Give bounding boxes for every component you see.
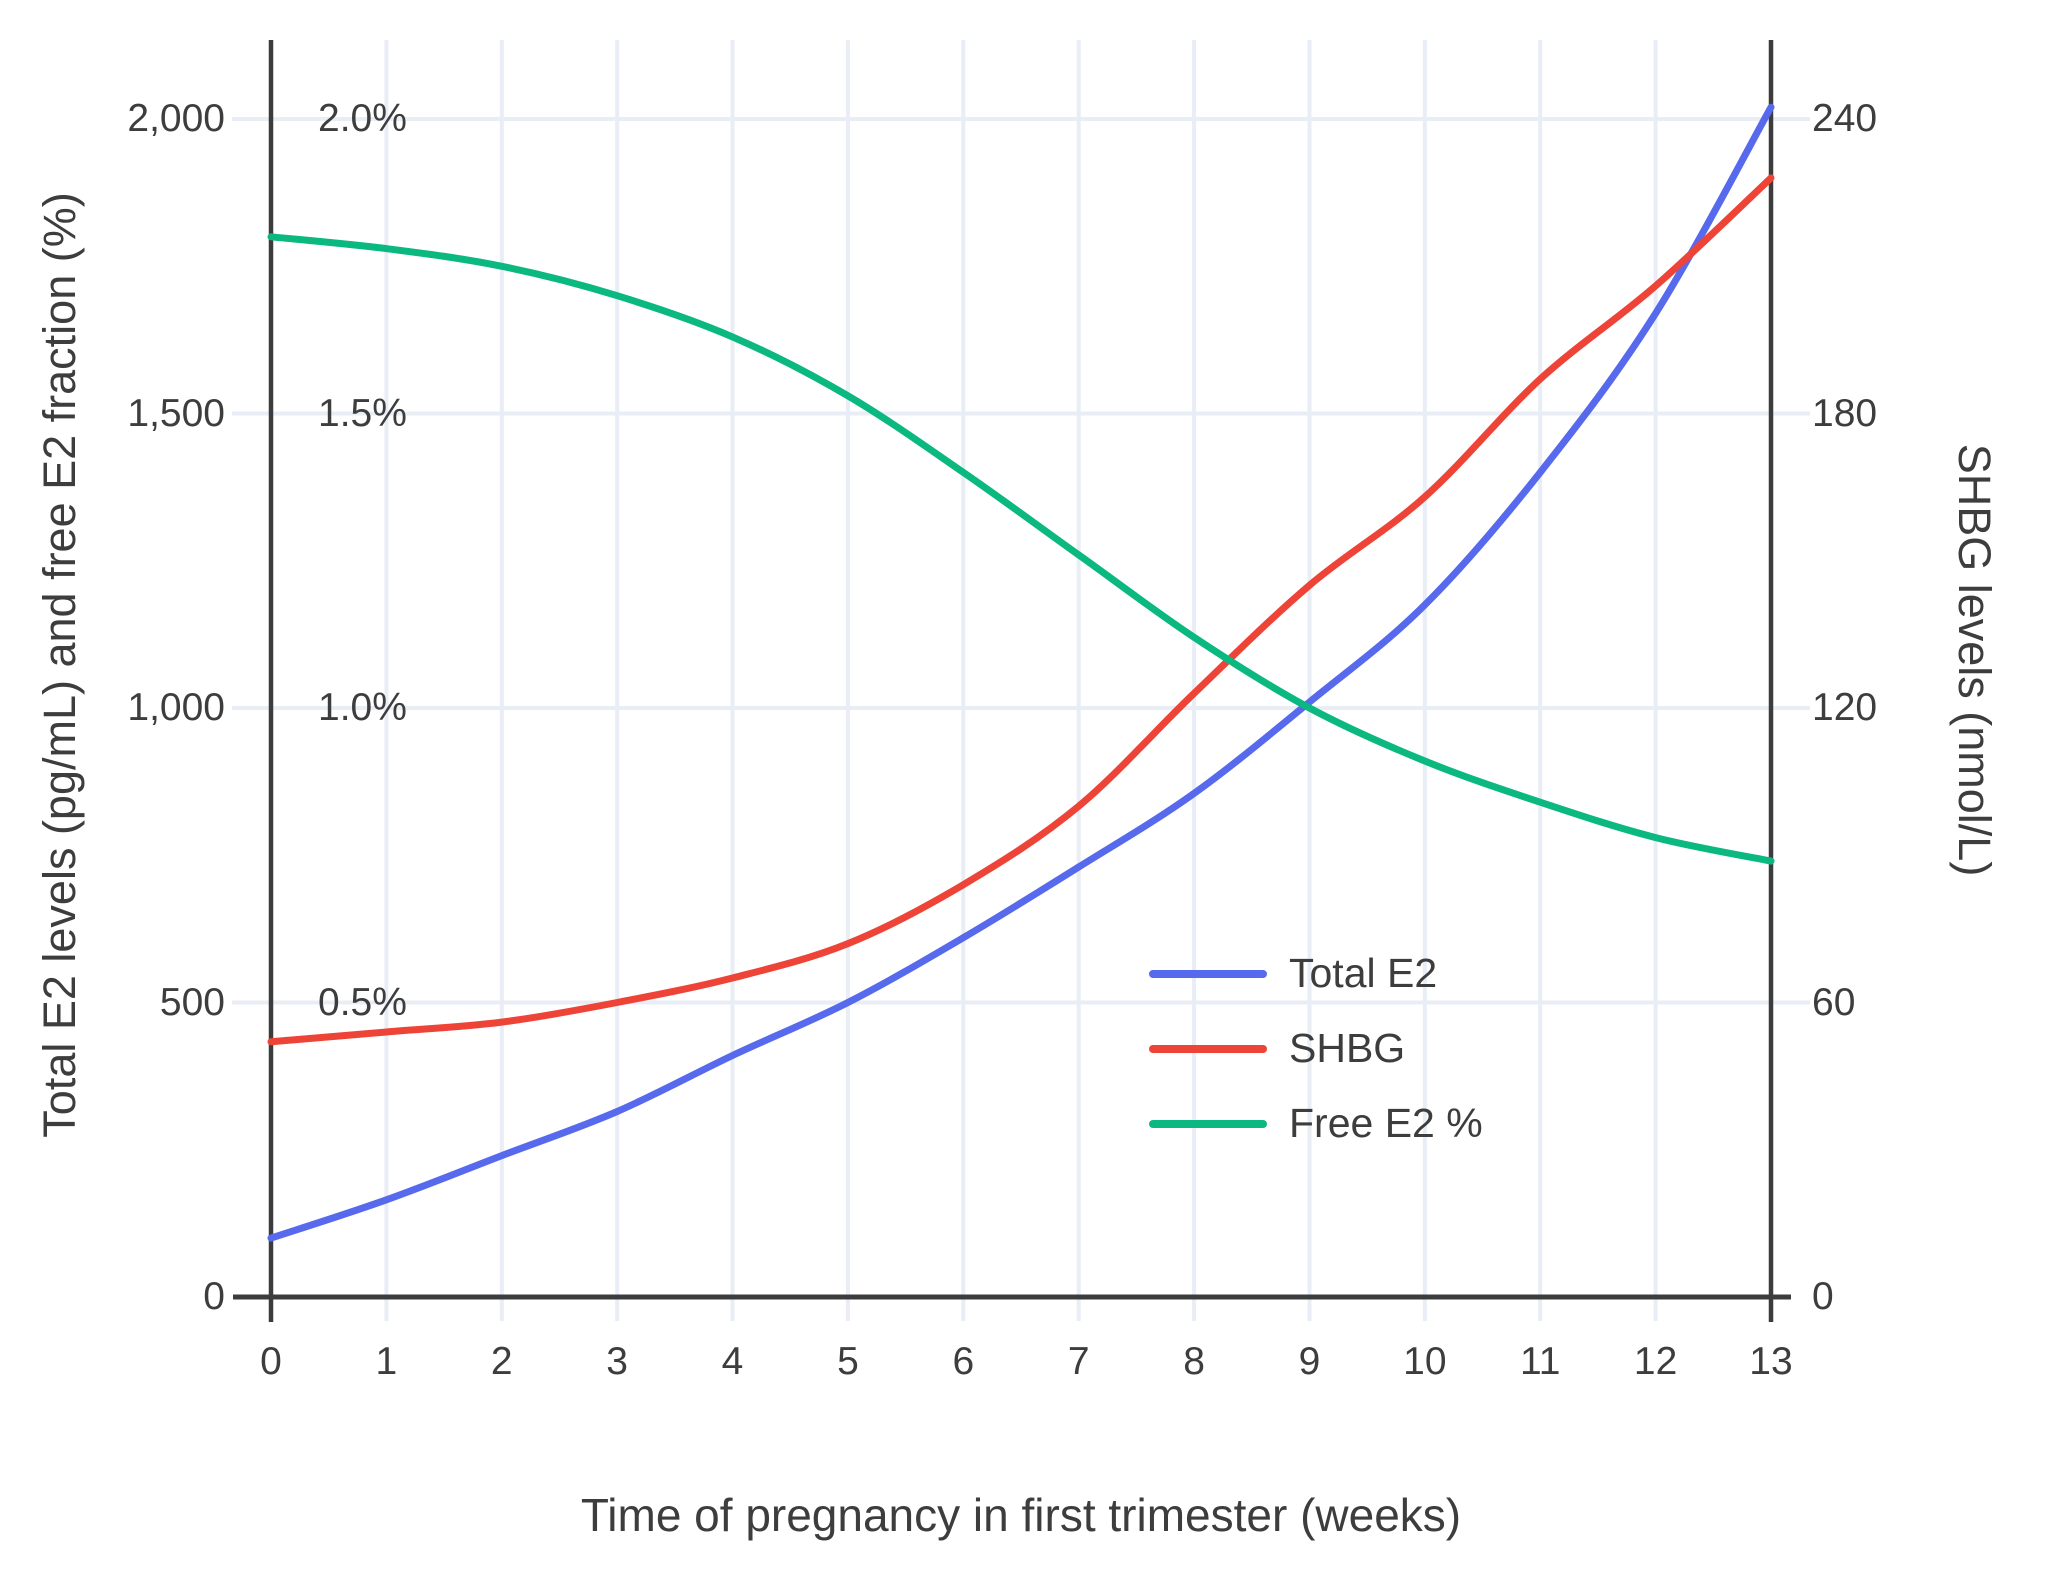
legend-label-total-e2: Total E2 xyxy=(1289,950,1438,996)
legend-label-free-e2: Free E2 % xyxy=(1289,1100,1483,1146)
free-e2-percent-annotation: 0.5% xyxy=(318,980,407,1024)
x-axis-tick-label: 13 xyxy=(1749,1340,1793,1383)
x-axis-tick-label: 0 xyxy=(260,1340,282,1383)
shbg-line-swatch xyxy=(1149,1044,1267,1053)
right-axis-tick-label: 120 xyxy=(1812,686,1878,729)
x-axis-tick-label: 11 xyxy=(1519,1340,1561,1383)
free-e2-percent-annotation: 2.0% xyxy=(318,97,407,140)
left-axis-tick-label: 0 xyxy=(203,1275,225,1318)
legend-item-total-e2[interactable]: Total E2 xyxy=(1149,936,1483,1011)
right-axis-tick-label: 240 xyxy=(1812,97,1878,140)
left-axis-tick-label: 1,500 xyxy=(127,391,225,435)
legend: Total E2 SHBG Free E2 % xyxy=(1149,936,1483,1161)
legend-item-free-e2[interactable]: Free E2 % xyxy=(1149,1086,1483,1161)
right-axis-tick-label: 0 xyxy=(1812,1275,1834,1318)
x-axis-tick-label: 10 xyxy=(1403,1340,1447,1383)
right-axis-title: SHBG levels (nmol/L) xyxy=(1949,443,2000,877)
x-axis-tick-label: 8 xyxy=(1183,1340,1205,1383)
free-e2-curve xyxy=(267,233,1775,865)
x-axis-title: Time of pregnancy in first trimester (we… xyxy=(580,1489,1462,1541)
x-axis-tick-label: 1 xyxy=(375,1340,398,1383)
legend-item-shbg[interactable]: SHBG xyxy=(1149,1011,1483,1086)
left-axis-tick-label: 500 xyxy=(159,980,225,1024)
x-axis-tick-label: 3 xyxy=(606,1340,628,1383)
left-axis-tick-label: 2,000 xyxy=(127,97,225,140)
x-axis-tick-label: 6 xyxy=(952,1340,975,1383)
free-e2-line-swatch xyxy=(1149,1119,1267,1128)
x-axis-tick-label: 9 xyxy=(1298,1340,1321,1383)
free-e2-percent-annotation: 1.5% xyxy=(318,391,407,435)
total-e2-line-swatch xyxy=(1149,969,1267,978)
x-axis-tick-label: 4 xyxy=(721,1340,744,1383)
x-axis-tick-label: 12 xyxy=(1633,1340,1678,1383)
shbg-curve xyxy=(267,174,1775,1046)
x-axis-tick-label: 5 xyxy=(837,1340,859,1383)
free-e2-percent-annotation: 1.0% xyxy=(318,686,407,729)
legend-label-shbg: SHBG xyxy=(1289,1025,1406,1071)
left-axis-tick-label: 1,000 xyxy=(127,686,225,729)
x-axis-tick-label: 2 xyxy=(490,1340,513,1383)
x-axis-tick-label: 7 xyxy=(1067,1340,1090,1383)
total-e2-curve xyxy=(267,103,1775,1242)
right-axis-tick-label: 180 xyxy=(1812,391,1878,435)
right-axis-tick-label: 60 xyxy=(1812,980,1856,1024)
